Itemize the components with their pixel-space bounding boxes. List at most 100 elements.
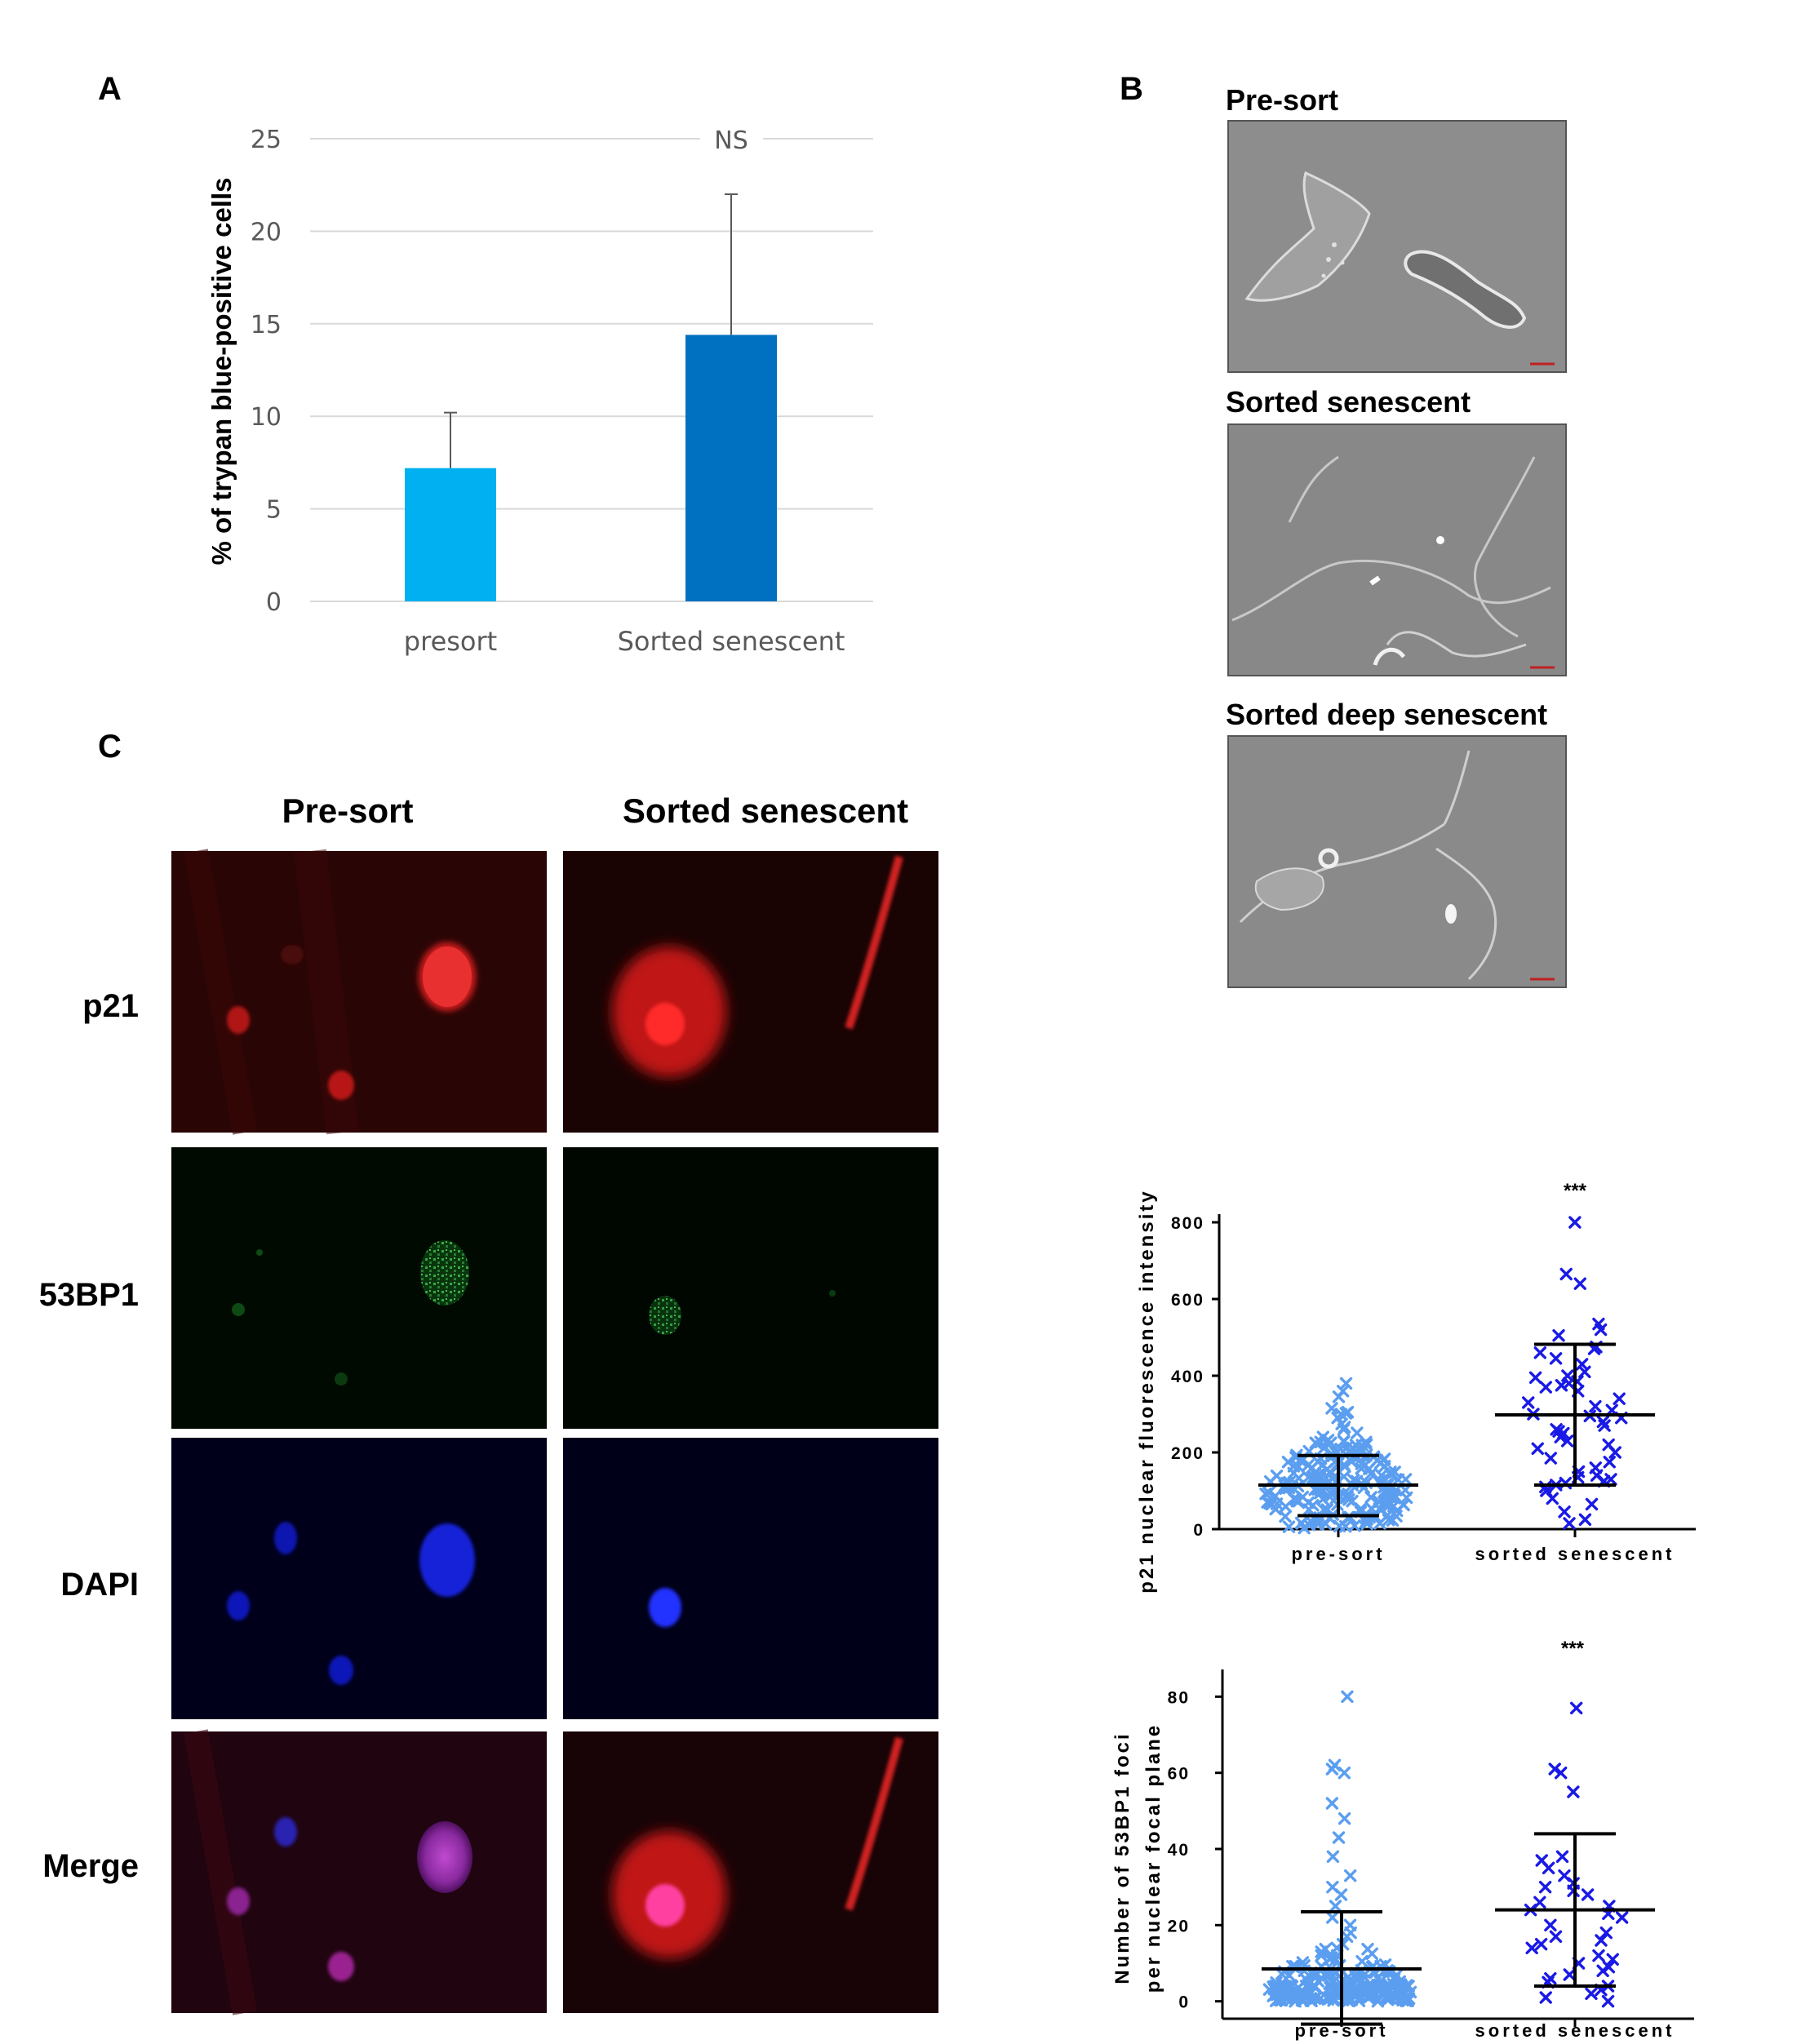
- image-merge-presort: [171, 1729, 547, 2015]
- data-point: [1525, 1941, 1538, 1955]
- data-point: [1539, 1991, 1552, 2004]
- y-tick-label: 5: [266, 496, 282, 525]
- data-point: [1384, 1468, 1397, 1481]
- data-point: [1592, 1949, 1605, 1962]
- data-point: [1573, 1277, 1586, 1290]
- data-point: [1608, 1446, 1621, 1459]
- data-point: [1355, 1954, 1369, 1968]
- chart-a-annotation: NS: [714, 126, 748, 155]
- y-tick-label: 40: [1168, 1841, 1190, 1860]
- data-point: [1285, 1980, 1299, 1993]
- y-tick-label: 400: [1171, 1368, 1204, 1386]
- data-point: [1307, 1980, 1320, 1993]
- image-53bp1-presort: [171, 1147, 547, 1429]
- data-point: [1602, 1960, 1616, 1974]
- image-p21-sorted: [563, 851, 938, 1133]
- panel-label-b: B: [1120, 71, 1143, 107]
- data-point: [1539, 1381, 1552, 1394]
- y-tick-label: 80: [1168, 1688, 1190, 1707]
- data-point: [1603, 1456, 1616, 1469]
- y-tick-label: 200: [1171, 1444, 1204, 1463]
- y-tick-label: 20: [1168, 1917, 1190, 1935]
- panel-label-a: A: [98, 71, 122, 107]
- data-point: [1563, 1517, 1576, 1530]
- data-point: [1345, 1455, 1358, 1468]
- data-point: [1395, 1987, 1409, 2001]
- data-point: [1269, 1980, 1282, 1993]
- data-point: [1384, 1465, 1397, 1479]
- data-point: [1534, 1937, 1548, 1951]
- data-point: [1292, 1471, 1306, 1485]
- data-point: [1554, 1430, 1567, 1443]
- image-merge-sorted: [563, 1731, 938, 2013]
- micrograph-presort: [1227, 120, 1567, 373]
- data-point: [1552, 1328, 1565, 1342]
- data-point: [1555, 1379, 1568, 1392]
- panel-c-row-merge: Merge: [42, 1848, 139, 1884]
- chart-c-ylabel-line2: per nuclear focal plane: [1142, 1723, 1165, 1993]
- data-point: [1317, 1503, 1330, 1516]
- data-point: [1377, 1452, 1391, 1465]
- data-point: [1343, 1869, 1357, 1882]
- trypan-blue-bar-chart: % of trypan blue-positive cells NS 0 5 10 1…: [206, 126, 873, 657]
- data-point: [1375, 1469, 1388, 1482]
- data-point: [1339, 1377, 1353, 1390]
- panel-c-col-sorted: Sorted senescent: [623, 791, 908, 830]
- data-point: [1531, 1442, 1544, 1455]
- data-point: [1383, 1992, 1396, 2005]
- data-point: [1400, 1491, 1413, 1505]
- x-tick-label: sorted senescent: [1475, 1544, 1675, 1564]
- data-point: [1269, 1994, 1283, 2007]
- data-point: [1348, 1519, 1361, 1532]
- data-point: [1342, 1488, 1355, 1501]
- data-point: [1329, 1900, 1342, 1913]
- y-tick-label: 0: [1178, 1993, 1190, 2012]
- data-point: [1549, 1352, 1563, 1365]
- p21-intensity-scatter: p21 nuclear fluorescence intensity *** 0…: [1136, 1180, 1696, 1594]
- data-point: [1334, 1888, 1348, 1901]
- data-point: [1581, 1888, 1595, 1901]
- image-dapi-sorted: [563, 1438, 938, 1719]
- data-point: [1528, 1371, 1542, 1385]
- data-point: [1364, 1491, 1377, 1504]
- panel-b-title-presort: Pre-sort: [1226, 83, 1338, 117]
- 53bp1-foci-scatter: Number of 53BP1 foci per nuclear focal p…: [1111, 1638, 1694, 2041]
- data-point: [1386, 1514, 1400, 1527]
- data-point: [1399, 1473, 1413, 1486]
- data-point: [1279, 1510, 1292, 1523]
- data-point: [1371, 1994, 1385, 2008]
- chart-b-annotation: ***: [1564, 1180, 1587, 1202]
- data-point: [1546, 1492, 1559, 1505]
- data-point: [1325, 1762, 1339, 1776]
- panel-c-row-53bp1: 53BP1: [39, 1277, 139, 1313]
- image-p21-presort: [171, 849, 547, 1135]
- data-point: [1316, 1430, 1330, 1443]
- data-point: [1319, 1943, 1332, 1956]
- y-tick-label: 0: [1193, 1521, 1204, 1540]
- y-tick-label: 10: [251, 403, 282, 432]
- data-point: [1294, 1516, 1308, 1530]
- data-point: [1615, 1911, 1629, 1924]
- data-point: [1338, 1421, 1351, 1434]
- data-point: [1585, 1987, 1598, 2001]
- data-point: [1322, 1969, 1335, 1982]
- data-point: [1356, 1969, 1370, 1983]
- data-point: [1568, 1216, 1582, 1229]
- data-point: [1599, 1926, 1613, 1940]
- data-point: [1342, 1971, 1355, 1984]
- micrograph-sorted-deep-senescent: [1227, 735, 1567, 988]
- data-point: [1598, 1419, 1611, 1432]
- x-tick-label: sorted senescent: [1475, 2020, 1675, 2041]
- data-point: [1567, 1785, 1580, 1798]
- x-tick-label: pre-sort: [1291, 1544, 1385, 1564]
- panel-b-title-deep: Sorted deep senescent: [1226, 698, 1547, 731]
- data-point: [1262, 1486, 1275, 1500]
- chart-a-ylabel: % of trypan blue-positive cells: [206, 178, 237, 565]
- data-point: [1346, 1474, 1360, 1487]
- data-point: [1544, 1918, 1557, 1932]
- data-point: [1279, 1500, 1293, 1513]
- bar: [405, 468, 496, 601]
- data-point: [1601, 1994, 1615, 2008]
- data-point: [1596, 1964, 1609, 1978]
